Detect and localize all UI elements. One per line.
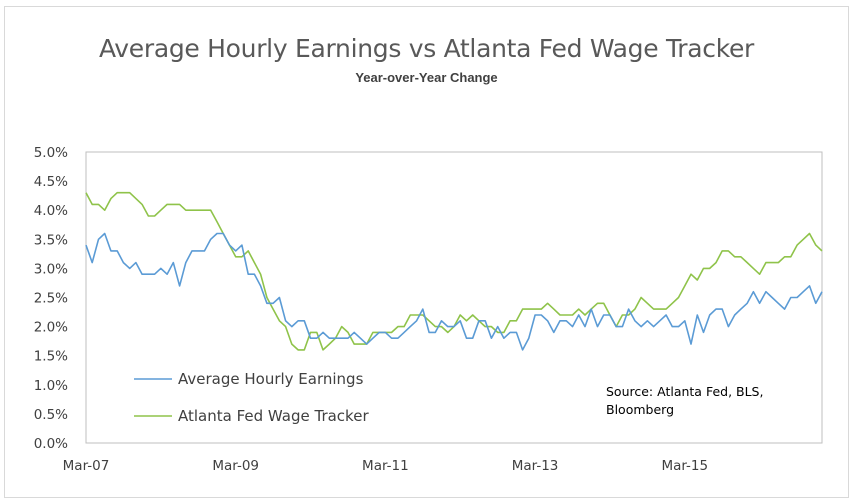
- x-tick-label: Mar-11: [362, 458, 409, 474]
- legend: Average Hourly Earnings Atlanta Fed Wage …: [134, 370, 369, 425]
- y-tick-label: 2.0%: [34, 320, 68, 336]
- y-tick-label: 1.5%: [34, 349, 68, 365]
- chart-subtitle: Year-over-Year Change: [355, 70, 498, 85]
- x-tick-label: Mar-09: [212, 458, 259, 474]
- legend-label: Average Hourly Earnings: [178, 370, 364, 388]
- source-text: Source: Atlanta Fed, BLS,: [606, 384, 763, 399]
- x-axis: Mar-07 Mar-09 Mar-11 Mar-13 Mar-15: [63, 458, 708, 474]
- x-tick-label: Mar-07: [63, 458, 110, 474]
- x-tick-label: Mar-15: [661, 458, 708, 474]
- plot-area-border: [85, 151, 823, 444]
- y-tick-label: 4.5%: [34, 174, 68, 190]
- series-lines: [85, 191, 823, 351]
- y-tick-label: 5.0%: [34, 145, 68, 161]
- legend-label: Atlanta Fed Wage Tracker: [178, 407, 369, 425]
- y-tick-label: 0.0%: [34, 436, 68, 452]
- y-axis: 0.0% 0.5% 1.0% 1.5% 2.0% 2.5% 3.0% 3.5% 4.0% 4.5%…: [34, 145, 68, 452]
- y-tick-label: 0.5%: [34, 407, 68, 423]
- x-tick-label: Mar-13: [512, 458, 559, 474]
- y-tick-label: 3.5%: [34, 232, 68, 248]
- series-line-average-hourly-earnings: [85, 232, 823, 351]
- y-tick-label: 2.5%: [34, 291, 68, 307]
- y-tick-label: 4.0%: [34, 203, 68, 219]
- y-tick-label: 3.0%: [34, 261, 68, 277]
- y-tick-label: 1.0%: [34, 378, 68, 394]
- source-note: Source: Atlanta Fed, BLS, Bloomberg: [606, 384, 763, 417]
- source-text: Bloomberg: [606, 402, 674, 417]
- chart-title: Average Hourly Earnings vs Atlanta Fed W…: [98, 34, 755, 63]
